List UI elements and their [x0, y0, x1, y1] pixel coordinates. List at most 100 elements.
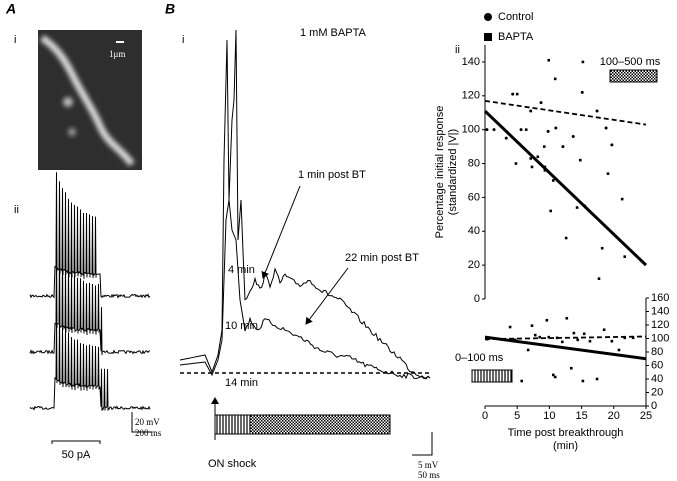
window-label: 0–100 ms: [455, 352, 504, 364]
legend-label: BAPTA: [498, 31, 534, 43]
y-tick-label: 0: [651, 400, 657, 412]
y-tick-label: 100: [651, 332, 669, 344]
point: [602, 328, 606, 332]
point: [606, 172, 610, 175]
voltage-trace: [179, 199, 431, 380]
point: [520, 379, 524, 383]
point: [547, 58, 551, 62]
legend-marker: [484, 33, 492, 41]
point: [588, 339, 592, 343]
trace-label: 10 min: [225, 320, 258, 332]
y-tick-label: 40: [651, 373, 663, 385]
point: [575, 206, 579, 209]
point: [526, 348, 530, 352]
trace-label: 4 min: [228, 264, 255, 276]
point: [595, 377, 599, 381]
window-key: [609, 69, 658, 83]
y-axis-label: Percentage initial response: [434, 106, 446, 239]
point: [620, 197, 624, 201]
point: [492, 128, 496, 132]
point: [595, 109, 599, 113]
arrow: [261, 185, 301, 279]
sub-label: ii: [455, 44, 460, 56]
point: [571, 134, 575, 138]
point: [623, 336, 627, 340]
y-tick-label: 0: [474, 293, 480, 305]
point: [546, 129, 550, 133]
point: [580, 90, 584, 94]
current-step: [51, 440, 101, 444]
point: [576, 338, 580, 342]
legend-marker: [484, 13, 492, 21]
trace-label: 14 min: [225, 377, 258, 389]
point: [519, 128, 523, 132]
point: [511, 92, 515, 96]
point: [515, 92, 519, 96]
voltage-trace: [29, 172, 151, 299]
y-tick-label: 120: [462, 90, 480, 102]
x-tick-label: 5: [514, 410, 520, 422]
point: [530, 165, 534, 169]
point: [545, 318, 549, 322]
point: [485, 128, 489, 132]
x-tick-label: 25: [640, 410, 652, 422]
point: [604, 126, 608, 130]
point: [551, 179, 555, 182]
dendrite: [40, 35, 135, 167]
scale-label: 200 ms: [135, 428, 162, 438]
point: [514, 162, 518, 165]
point: [623, 255, 627, 258]
scale-label: 5 mV: [418, 460, 439, 470]
stimulus-label: ON shock: [208, 458, 257, 470]
annotation: 22 min post BT: [345, 252, 419, 264]
y-tick-label: 80: [468, 157, 480, 169]
point: [542, 145, 546, 148]
point: [539, 101, 543, 105]
point: [536, 155, 540, 159]
regression-line: [484, 335, 647, 341]
point: [533, 333, 537, 337]
point: [579, 158, 582, 162]
point: [549, 209, 552, 213]
x-axis-label: (min): [553, 440, 578, 452]
sub-label: i: [182, 34, 184, 46]
point: [581, 379, 585, 383]
point: [581, 60, 585, 64]
scale-bar: [412, 432, 433, 456]
condition-title: 1 mM BAPTA: [300, 27, 366, 39]
x-tick-label: 20: [608, 410, 620, 422]
voltage-trace: [179, 29, 431, 380]
point: [560, 340, 564, 344]
point: [610, 339, 614, 343]
point: [572, 331, 576, 335]
y-tick-label: 80: [651, 346, 663, 358]
x-axis-label: Time post breakthrough: [508, 427, 624, 439]
point: [508, 325, 512, 329]
window-label: 100–500 ms: [600, 56, 661, 68]
point: [569, 366, 573, 370]
point: [553, 77, 557, 81]
x-tick-label: 15: [575, 410, 587, 422]
point: [565, 316, 569, 320]
point: [504, 136, 508, 140]
y-tick-label: 140: [651, 305, 669, 317]
point: [631, 336, 635, 340]
scale-label: 20 mV: [135, 417, 160, 427]
y-tick-label: 60: [468, 191, 480, 203]
regression-line: [484, 335, 647, 361]
point: [582, 332, 586, 336]
point: [553, 375, 557, 379]
point: [564, 236, 568, 240]
point: [617, 348, 621, 352]
point: [555, 336, 559, 340]
y-tick-label: 60: [651, 359, 663, 371]
x-tick-label: 0: [482, 410, 488, 422]
arrow: [305, 267, 349, 325]
point: [597, 277, 601, 280]
point: [485, 337, 489, 341]
point: [538, 335, 542, 339]
y-tick-label: 20: [651, 386, 663, 398]
point: [513, 338, 517, 342]
y-tick-label: 140: [462, 56, 480, 68]
